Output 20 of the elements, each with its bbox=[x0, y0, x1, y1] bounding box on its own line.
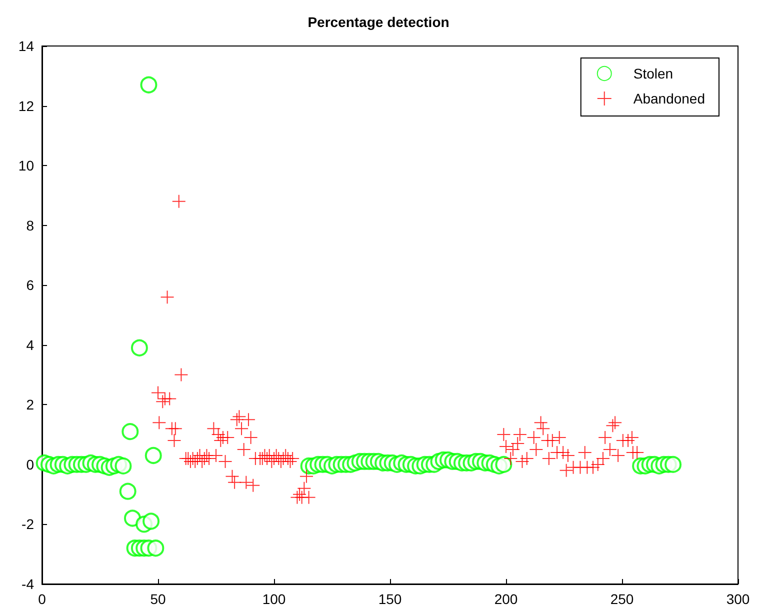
x-tick-label: 300 bbox=[726, 591, 750, 606]
y-tick-label: 6 bbox=[26, 277, 34, 294]
y-tick-label: 14 bbox=[18, 38, 34, 54]
x-tick-label: 0 bbox=[38, 591, 46, 606]
x-tick-label: 50 bbox=[150, 591, 166, 606]
y-tick-label: 4 bbox=[26, 336, 34, 353]
y-tick-label: 8 bbox=[26, 217, 34, 234]
y-tick-label: 12 bbox=[18, 98, 34, 114]
x-tick-label: 250 bbox=[610, 591, 634, 606]
x-tick-label: 200 bbox=[494, 591, 518, 606]
chart-title: Percentage detection bbox=[308, 14, 450, 30]
y-tick-label: -2 bbox=[22, 516, 34, 532]
x-tick-label: 100 bbox=[262, 591, 286, 606]
y-tick-label: 2 bbox=[26, 396, 34, 413]
y-tick-label: 10 bbox=[18, 158, 34, 174]
y-tick-label: -4 bbox=[22, 576, 34, 592]
y-tick-label: 0 bbox=[26, 456, 34, 472]
legend-label: Stolen bbox=[633, 66, 674, 82]
legend-label: Abandoned bbox=[633, 90, 706, 106]
x-tick-label: 150 bbox=[378, 591, 402, 606]
